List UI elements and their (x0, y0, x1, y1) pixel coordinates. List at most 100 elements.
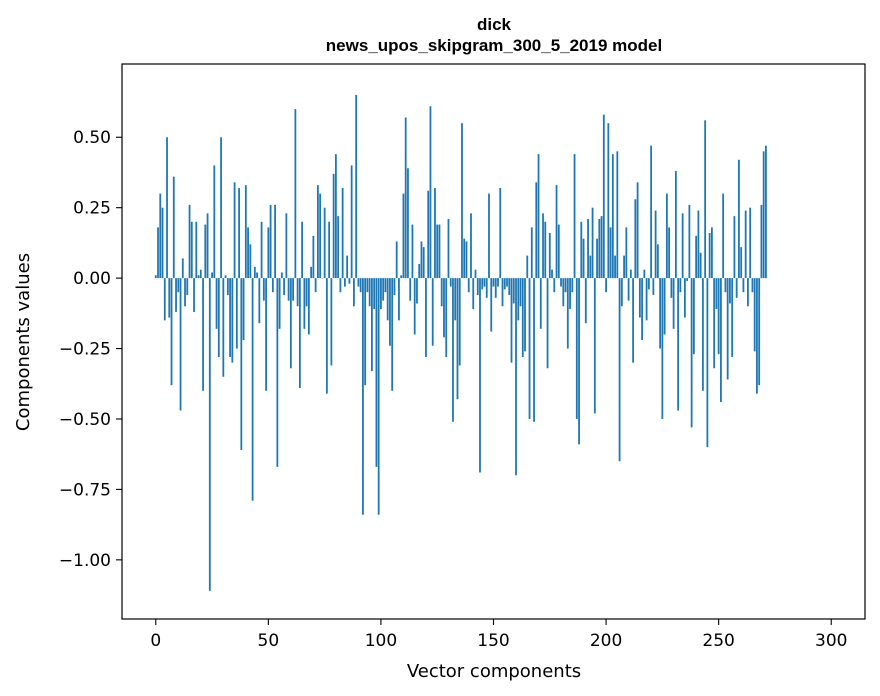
bar (573, 154, 576, 279)
bar (195, 221, 198, 279)
bar (497, 278, 499, 287)
bar (704, 120, 707, 279)
bar (530, 227, 533, 279)
bar (584, 278, 587, 324)
bar (222, 278, 225, 377)
bar (515, 278, 517, 476)
bar (744, 210, 747, 279)
bar (740, 247, 743, 279)
bar (325, 278, 328, 394)
bar (238, 187, 240, 279)
bar (166, 137, 168, 279)
bar (616, 151, 619, 279)
x-axis-label: Vector components (407, 661, 581, 682)
bar (677, 278, 680, 411)
bar (407, 168, 409, 279)
bar (285, 213, 288, 279)
bar (683, 278, 686, 318)
y-axis: 0.50 0.25 0.00 −0.25 −0.50 −0.75 −1.00 (59, 128, 122, 571)
bar (425, 278, 427, 357)
bar (422, 247, 425, 279)
bar (411, 224, 414, 279)
bar (409, 278, 412, 301)
bar (380, 278, 382, 310)
bar (488, 193, 490, 279)
bar (434, 187, 436, 279)
bar (765, 145, 767, 279)
bar (197, 275, 200, 279)
bar (292, 278, 295, 301)
plot-area-frame (121, 63, 866, 620)
bar (467, 278, 470, 293)
bar (269, 204, 272, 279)
bar (314, 278, 317, 293)
bar (611, 154, 614, 279)
chart-title: dick (477, 15, 512, 34)
bar (384, 278, 387, 293)
bar (175, 278, 177, 312)
bar (353, 278, 355, 307)
bar (265, 278, 267, 391)
bar (555, 185, 558, 279)
bar (253, 266, 256, 279)
bar (654, 210, 657, 279)
bar (668, 227, 671, 279)
bar (602, 114, 605, 279)
bar (231, 278, 234, 363)
bar (717, 278, 720, 355)
bar (229, 278, 231, 357)
bar (551, 269, 553, 279)
bar (449, 278, 452, 287)
bar (251, 278, 254, 501)
bar (537, 154, 540, 279)
bar (163, 278, 166, 321)
bar (686, 278, 689, 281)
bar (283, 278, 286, 296)
bar (499, 187, 502, 279)
bar (278, 278, 281, 329)
bar (481, 278, 484, 290)
y-tick-label: −0.75 (59, 480, 111, 500)
bar (690, 278, 693, 428)
bar (643, 269, 646, 279)
bar (715, 278, 718, 310)
bar (605, 278, 607, 293)
bar (344, 278, 346, 287)
bar (711, 227, 713, 279)
bar (395, 241, 398, 279)
bar (303, 278, 306, 329)
bar (720, 278, 722, 403)
bar (368, 278, 371, 307)
x-tick-label: 250 (702, 631, 734, 651)
bar (679, 278, 682, 293)
bar (332, 173, 335, 279)
bar (758, 278, 761, 386)
bar (386, 278, 389, 321)
x-tick-label: 0 (150, 631, 161, 651)
bar (535, 182, 538, 279)
x-tick-label: 300 (815, 631, 847, 651)
bar (656, 244, 659, 279)
bar (224, 275, 227, 279)
bar (443, 278, 445, 338)
bar (170, 278, 173, 386)
bar (663, 278, 666, 335)
bar (154, 275, 157, 279)
bar (632, 278, 634, 363)
y-tick-label: 0.25 (73, 199, 111, 219)
bar (305, 278, 308, 307)
bar (699, 252, 702, 279)
bar (440, 278, 443, 307)
bar (220, 137, 222, 279)
bar (742, 278, 745, 293)
bar (598, 218, 601, 279)
y-tick-label: 0.00 (73, 269, 111, 289)
bar (494, 278, 497, 298)
bar (512, 278, 515, 304)
chart-subtitle: news_upos_skipgram_300_5_2019 model (326, 36, 662, 55)
bar (458, 278, 461, 366)
bar (226, 278, 229, 296)
bar (323, 207, 326, 279)
bar (629, 269, 632, 279)
bar (566, 278, 569, 349)
